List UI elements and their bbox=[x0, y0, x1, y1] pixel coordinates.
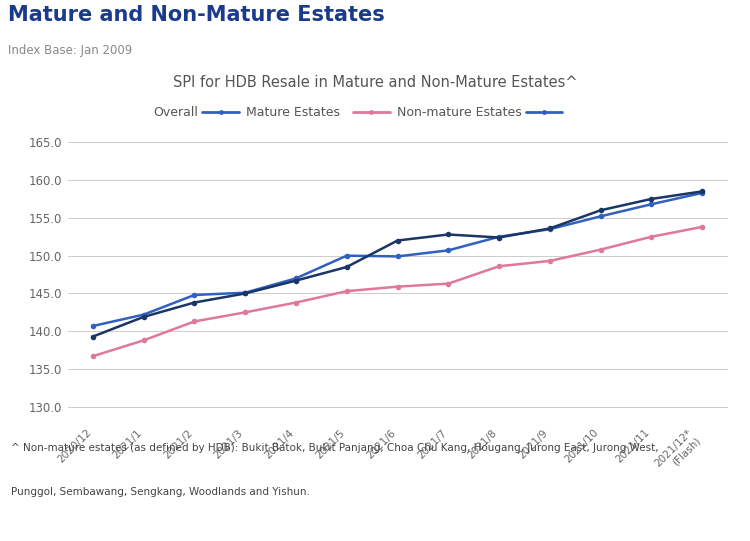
Text: Mature Estates: Mature Estates bbox=[246, 105, 340, 119]
Text: ^ Non-mature estates (as defined by HDB): Bukit Batok, Bukit Panjang, Choa Chu K: ^ Non-mature estates (as defined by HDB)… bbox=[11, 443, 658, 453]
Text: Punggol, Sembawang, Sengkang, Woodlands and Yishun.: Punggol, Sembawang, Sengkang, Woodlands … bbox=[11, 487, 310, 497]
Text: Mature and Non-Mature Estates: Mature and Non-Mature Estates bbox=[8, 5, 384, 25]
Text: SPI for HDB Resale in Mature and Non-Mature Estates^: SPI for HDB Resale in Mature and Non-Mat… bbox=[172, 75, 578, 90]
Text: Non-mature Estates: Non-mature Estates bbox=[397, 105, 522, 119]
Text: Index Base: Jan 2009: Index Base: Jan 2009 bbox=[8, 44, 132, 57]
Text: Overall: Overall bbox=[154, 105, 199, 119]
